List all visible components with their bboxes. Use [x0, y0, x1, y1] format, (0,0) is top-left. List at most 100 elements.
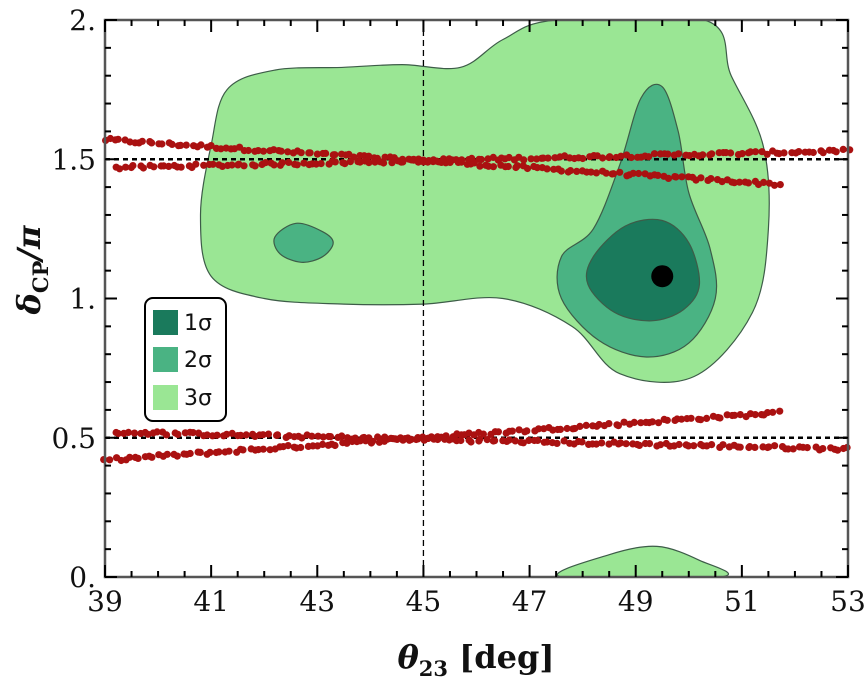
scatter-point-band1 [573, 167, 581, 175]
scatter-point-band4 [656, 441, 665, 449]
scatter-point-band1 [331, 151, 339, 159]
scatter-point-band2 [192, 160, 200, 168]
x-tick-label: 41 [193, 585, 229, 618]
scatter-point-band4 [381, 433, 389, 441]
scatter-point-band1 [504, 162, 512, 171]
x-axis-title-suffix: [deg] [448, 638, 555, 676]
scatter-point-band3 [654, 419, 663, 427]
scatter-point-band4 [223, 430, 231, 438]
scatter-point-band4 [189, 429, 197, 437]
scatter-point-band1 [760, 178, 768, 186]
scatter-point-band4 [635, 441, 644, 449]
scatter-point-band2 [746, 148, 755, 156]
scatter-point-band4 [319, 433, 327, 441]
scatter-point-band3 [663, 416, 671, 424]
scatter-point-band2 [365, 159, 373, 167]
scatter-point-band4 [476, 435, 484, 443]
x-tick-label: 53 [830, 585, 866, 618]
scatter-point-band2 [780, 149, 788, 157]
scatter-point-band1 [730, 179, 738, 187]
legend: 1σ 2σ 3σ [144, 297, 227, 422]
legend-label-3sigma: 3σ [184, 386, 212, 411]
legend-swatch-3sigma [153, 385, 178, 410]
scatter-point-band3 [687, 414, 695, 422]
scatter-point-band1 [543, 165, 551, 173]
scatter-point-band4 [525, 436, 533, 445]
legend-label-1sigma: 1σ [184, 311, 212, 336]
scatter-point-band1 [284, 148, 292, 156]
scatter-point-band4 [684, 442, 693, 450]
scatter-point-band1 [197, 141, 205, 149]
scatter-point-band1 [602, 169, 610, 177]
scatter-point-band1 [182, 141, 190, 149]
scatter-point-band4 [751, 443, 759, 451]
scatter-point-band3 [563, 424, 571, 433]
scatter-point-band4 [784, 445, 792, 453]
scatter-point-band4 [242, 431, 250, 439]
scatter-point-band4 [273, 431, 282, 439]
scatter-point-band2 [468, 154, 476, 162]
scatter-point-band3 [637, 419, 645, 427]
scatter-point-band2 [439, 155, 448, 163]
scatter-point-band1 [306, 149, 314, 157]
scatter-point-band1 [587, 168, 595, 176]
scatter-point-band3 [134, 454, 142, 462]
scatter-point-band2 [278, 159, 286, 167]
scatter-point-band2 [391, 156, 399, 164]
scatter-point-band2 [129, 162, 137, 170]
scatter-point-band4 [259, 431, 267, 439]
scatter-point-band3 [297, 443, 305, 452]
scatter-point-band3 [630, 418, 638, 426]
scatter-point-band2 [139, 164, 147, 172]
scatter-point-band1 [744, 179, 753, 187]
scatter-point-band4 [578, 438, 586, 446]
scatter-point-band3 [259, 445, 267, 453]
scatter-point-band1 [244, 146, 252, 155]
scatter-point-band3 [605, 420, 613, 428]
scatter-point-band1 [259, 147, 268, 155]
scatter-point-band2 [645, 153, 653, 161]
x-tick-label: 39 [87, 585, 123, 618]
scatter-point-band1 [476, 162, 484, 170]
x-axis-title-main: θ [397, 638, 419, 676]
scatter-point-band3 [703, 414, 711, 422]
scatter-point-band4 [690, 442, 698, 450]
scatter-point-band2 [699, 151, 707, 159]
best-fit-point [651, 265, 674, 288]
scatter-point-band4 [130, 429, 139, 437]
scatter-point-band4 [298, 434, 306, 442]
legend-swatch-1sigma [153, 310, 178, 335]
scatter-point-band1 [322, 149, 330, 157]
scatter-point-band3 [614, 422, 623, 430]
y-axis-title-main: δ [10, 293, 48, 315]
scatter-point-band3 [620, 418, 628, 426]
scatter-point-band2 [251, 162, 259, 170]
scatter-point-band4 [457, 436, 465, 445]
x-tick-label: 45 [406, 585, 442, 618]
scatter-point-band4 [237, 431, 245, 439]
scatter-point-band3 [523, 427, 531, 435]
scatter-point-band2 [380, 159, 388, 167]
scatter-point-band4 [736, 443, 744, 451]
scatter-point-band3 [319, 440, 327, 448]
scatter-point-band3 [716, 414, 724, 422]
x-tick-label: 49 [618, 585, 654, 618]
scatter-point-band2 [727, 149, 735, 157]
scatter-point-band4 [765, 443, 773, 451]
scatter-point-band4 [365, 434, 373, 442]
scatter-point-band3 [196, 448, 204, 456]
scatter-point-band2 [458, 156, 466, 164]
scatter-point-band3 [331, 441, 339, 450]
scatter-point-band3 [535, 425, 543, 433]
scatter-point-band1 [523, 164, 532, 173]
scatter-point-band1 [313, 150, 321, 158]
scatter-point-band3 [769, 408, 777, 416]
scatter-point-band2 [606, 153, 614, 161]
scatter-point-band2 [200, 161, 208, 169]
scatter-point-band2 [738, 150, 746, 158]
scatter-point-band2 [795, 148, 803, 156]
scatter-point-band4 [491, 437, 499, 445]
scatter-point-band2 [419, 156, 427, 164]
scatter-point-band3 [508, 427, 516, 435]
